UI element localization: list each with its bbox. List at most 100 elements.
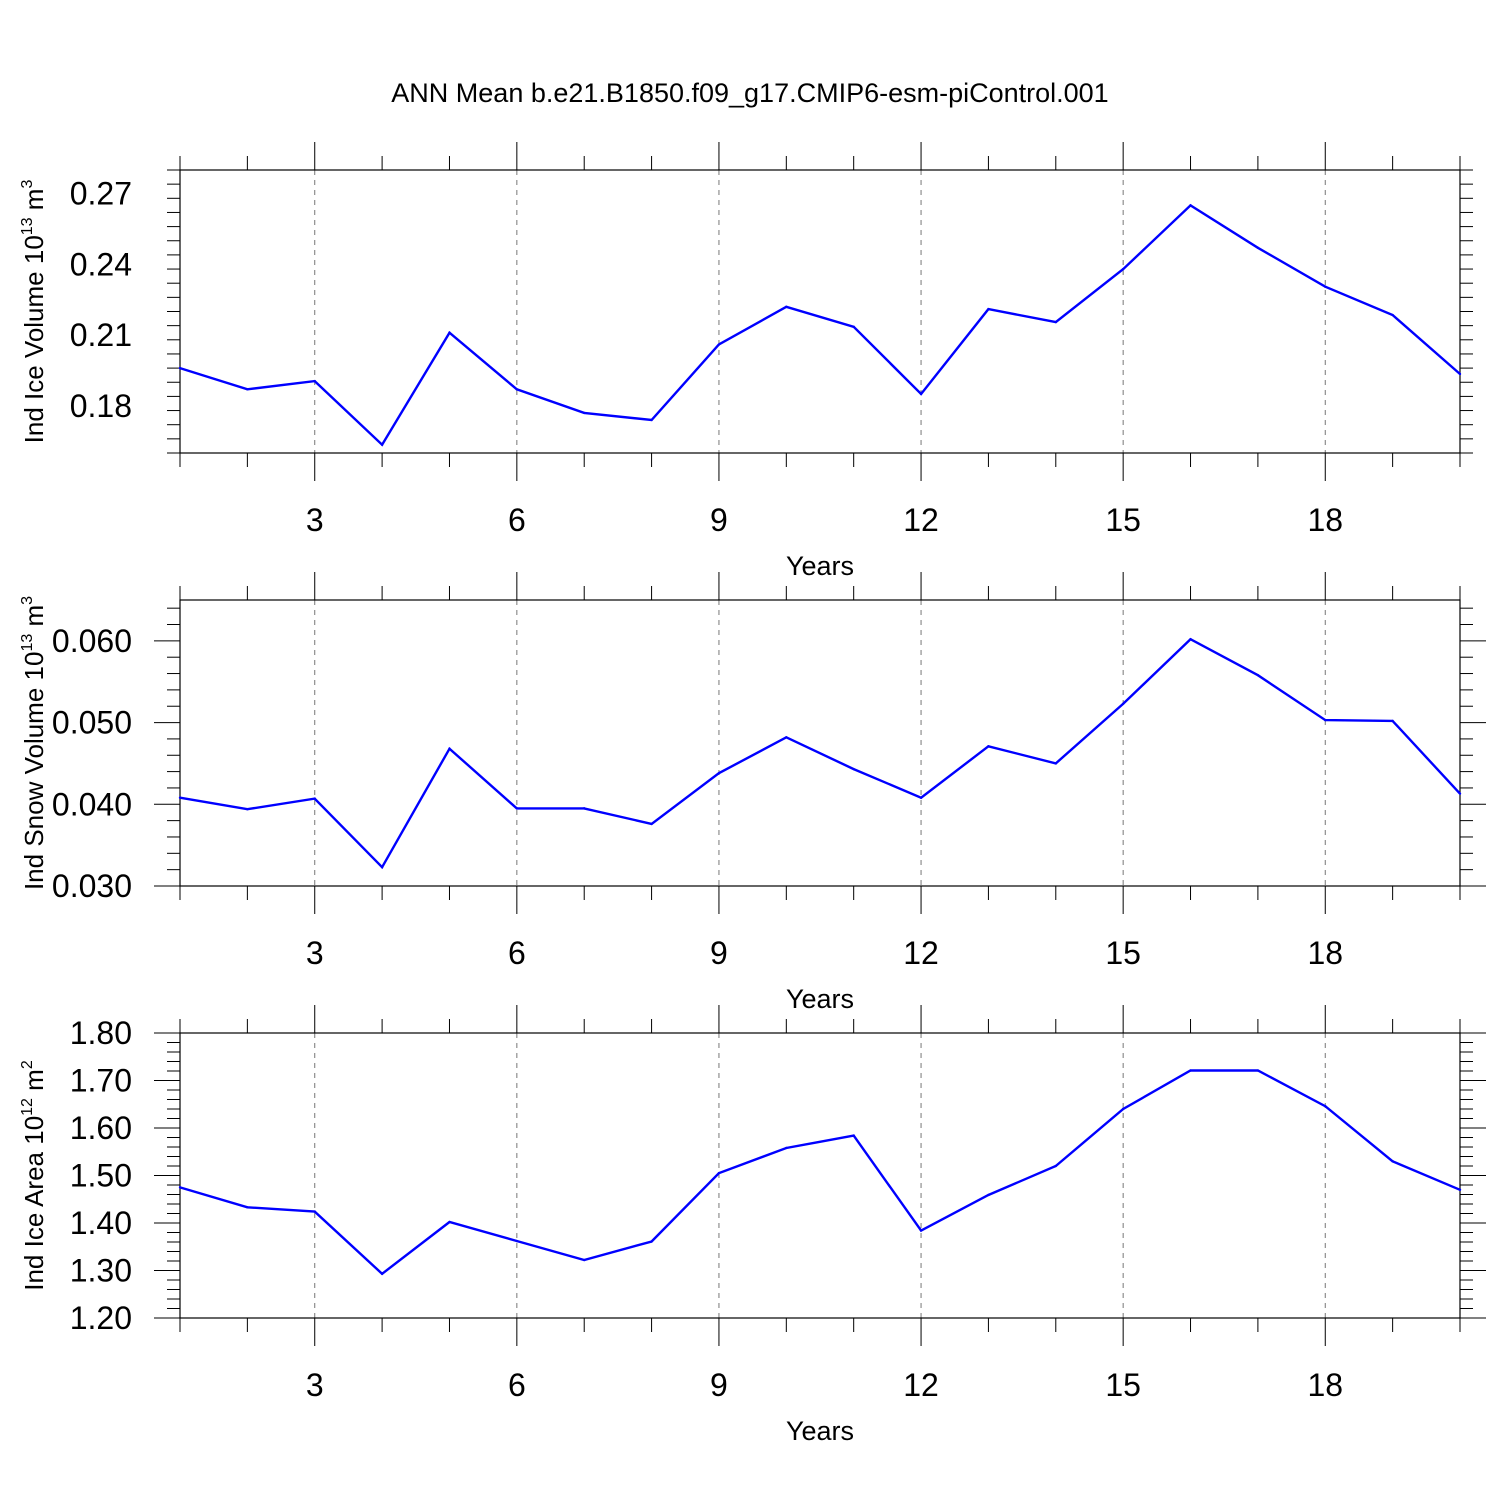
y-tick-label: 1.80 bbox=[70, 1015, 132, 1051]
x-tick-label: 12 bbox=[903, 502, 939, 538]
data-point bbox=[583, 411, 586, 415]
x-tick-label: 18 bbox=[1307, 935, 1343, 971]
x-axis-label: Years bbox=[786, 1416, 854, 1446]
data-point bbox=[785, 736, 788, 739]
data-point bbox=[1189, 1069, 1192, 1072]
y-tick-label: 1.50 bbox=[70, 1158, 132, 1194]
y-tick-label: 1.40 bbox=[70, 1205, 132, 1241]
x-tick-label: 18 bbox=[1307, 502, 1343, 538]
data-point bbox=[246, 388, 249, 391]
data-point bbox=[313, 379, 316, 383]
x-tick-label: 15 bbox=[1105, 502, 1141, 538]
x-axis-label: Years bbox=[786, 551, 854, 581]
y-tick-label: 0.050 bbox=[52, 705, 132, 741]
y-tick-label: 0.24 bbox=[70, 246, 132, 282]
x-tick-label: 12 bbox=[903, 1367, 939, 1403]
data-point bbox=[1458, 372, 1462, 376]
snow-volume-series-line bbox=[179, 637, 1461, 870]
data-point bbox=[1391, 1160, 1394, 1163]
data-point bbox=[717, 1171, 721, 1175]
y-tick-label: 1.20 bbox=[70, 1300, 132, 1336]
x-tick-label: 6 bbox=[508, 502, 526, 538]
data-point bbox=[1054, 762, 1057, 765]
y-axis-label: Ind Snow Volume 1013 m3 bbox=[19, 596, 49, 890]
data-point bbox=[313, 797, 316, 800]
data-point bbox=[178, 1186, 182, 1189]
data-point bbox=[852, 325, 855, 329]
data-point bbox=[717, 772, 721, 775]
data-point bbox=[987, 1193, 990, 1197]
x-tick-label: 3 bbox=[306, 935, 324, 971]
plot-frame bbox=[179, 599, 1461, 887]
data-point bbox=[246, 1206, 249, 1209]
y-tick-label: 0.040 bbox=[52, 786, 132, 822]
y-axis-label: Ind Ice Volume 1013 m3 bbox=[19, 180, 49, 444]
data-point bbox=[1324, 718, 1327, 722]
data-point bbox=[380, 866, 384, 869]
data-point bbox=[380, 1272, 384, 1276]
x-tick-label: 12 bbox=[903, 935, 939, 971]
data-point bbox=[785, 305, 788, 308]
data-point bbox=[1324, 1104, 1327, 1108]
data-point bbox=[313, 1210, 316, 1213]
data-point bbox=[1189, 204, 1192, 207]
x-tick-label: 15 bbox=[1105, 935, 1141, 971]
x-tick-label: 15 bbox=[1105, 1367, 1141, 1403]
data-point bbox=[1458, 1188, 1462, 1191]
x-tick-label: 18 bbox=[1307, 1367, 1343, 1403]
data-point bbox=[852, 767, 855, 771]
ice-area-panel: 3 6 9 12 15 18 1.20 1.30 1.40 1.50 1.60 1.70 1.80 Yea… bbox=[19, 1005, 1486, 1446]
data-point bbox=[1256, 673, 1260, 677]
data-point bbox=[515, 1239, 519, 1243]
data-point bbox=[1054, 1164, 1057, 1168]
x-axis-label: Years bbox=[786, 984, 854, 1014]
data-point bbox=[515, 807, 519, 810]
data-point bbox=[650, 822, 653, 826]
data-point bbox=[1121, 702, 1125, 705]
data-point bbox=[178, 366, 182, 370]
data-point bbox=[583, 1258, 586, 1262]
y-tick-label: 1.60 bbox=[70, 1110, 132, 1146]
data-point bbox=[448, 1220, 451, 1224]
x-tick-label: 9 bbox=[710, 502, 728, 538]
data-point bbox=[1121, 1107, 1125, 1111]
data-point bbox=[919, 392, 923, 396]
data-point bbox=[785, 1146, 788, 1150]
y-tick-label: 1.30 bbox=[70, 1253, 132, 1289]
data-point bbox=[380, 443, 384, 446]
x-tick-label: 9 bbox=[710, 1367, 728, 1403]
plot-frame bbox=[179, 169, 1461, 454]
y-axis-label: Ind Ice Area 1012 m2 bbox=[19, 1060, 49, 1291]
snow-volume-panel: 3 6 9 12 15 18 0.030 0.040 0.050 0.060 Years Ind Sn… bbox=[19, 572, 1486, 1014]
data-point bbox=[1256, 246, 1260, 250]
data-point bbox=[717, 343, 721, 346]
data-point bbox=[448, 331, 451, 334]
data-point bbox=[650, 1240, 653, 1243]
ice-volume-panel: 3 6 9 12 15 18 0.18 0.21 0.24 0.27 Years Ind Ice Vo… bbox=[19, 142, 1473, 581]
data-point bbox=[919, 796, 923, 799]
y-tick-label: 0.27 bbox=[70, 176, 132, 212]
data-point bbox=[1324, 285, 1327, 288]
data-point bbox=[583, 807, 586, 810]
data-point bbox=[650, 418, 653, 422]
data-point bbox=[246, 807, 249, 811]
y-tick-label: 1.70 bbox=[70, 1063, 132, 1099]
data-point bbox=[1391, 719, 1394, 723]
y-tick-label: 0.21 bbox=[70, 317, 132, 353]
data-point bbox=[987, 307, 990, 311]
x-tick-label: 3 bbox=[306, 1367, 324, 1403]
y-tick-label: 0.030 bbox=[52, 868, 132, 904]
x-tick-label: 6 bbox=[508, 935, 526, 971]
data-point bbox=[515, 388, 519, 391]
data-point bbox=[852, 1134, 855, 1137]
x-tick-label: 9 bbox=[710, 935, 728, 971]
plot-frame bbox=[179, 1032, 1461, 1319]
data-point bbox=[178, 796, 182, 799]
data-point bbox=[1256, 1069, 1260, 1072]
ice-volume-series-line bbox=[179, 203, 1461, 447]
data-point bbox=[1054, 320, 1057, 324]
data-point bbox=[1121, 267, 1125, 271]
data-point bbox=[919, 1229, 923, 1232]
data-point bbox=[1458, 792, 1462, 795]
